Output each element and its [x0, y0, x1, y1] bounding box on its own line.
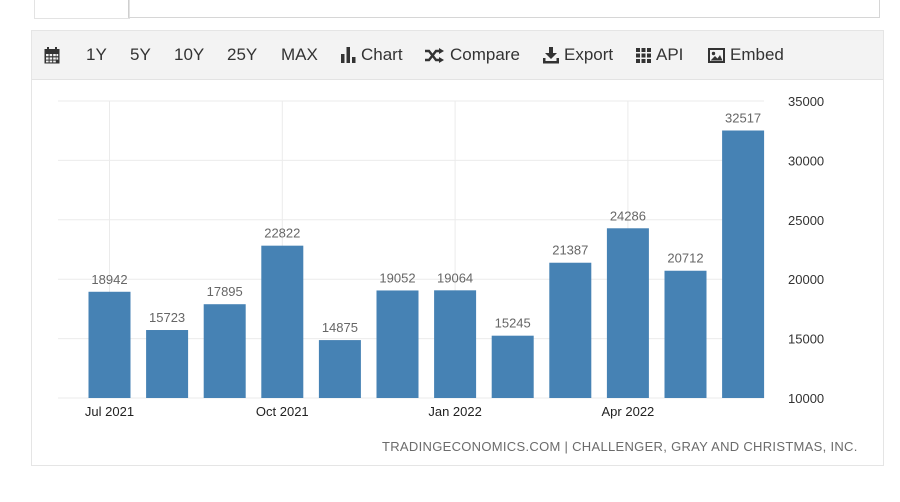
top-strip: [0, 0, 900, 20]
chart-toolbar: 1Y 5Y 10Y 25Y MAX Chart: [32, 31, 883, 80]
grid-icon: [636, 47, 651, 63]
data-label: 15245: [495, 316, 531, 331]
range-max-label: MAX: [281, 45, 318, 64]
data-label: 22822: [264, 226, 300, 241]
data-label: 17895: [207, 284, 243, 299]
range-5y-label: 5Y: [130, 45, 151, 64]
x-tick-label: Jul 2021: [85, 404, 134, 419]
image-icon: [708, 47, 725, 63]
embed-button[interactable]: Embed: [708, 31, 784, 79]
compare-button[interactable]: Compare: [425, 31, 520, 79]
x-tick-label: Apr 2022: [602, 404, 655, 419]
bar: [606, 228, 649, 398]
api-label: API: [656, 45, 684, 64]
search-field-stub[interactable]: [128, 0, 880, 18]
chart-type-label: Chart: [361, 45, 403, 64]
bar: [146, 330, 189, 398]
data-label: 24286: [610, 208, 646, 223]
data-label: 21387: [552, 243, 588, 258]
data-label: 20712: [667, 251, 703, 266]
data-label: 19064: [437, 270, 473, 285]
y-tick-label: 30000: [788, 153, 824, 168]
bar: [88, 291, 131, 398]
bar: [318, 340, 361, 398]
data-label: 14875: [322, 320, 358, 335]
range-1y-button[interactable]: 1Y: [86, 31, 107, 79]
y-tick-label: 35000: [788, 94, 824, 109]
range-10y-button[interactable]: 10Y: [174, 31, 204, 79]
api-button[interactable]: API: [636, 31, 683, 79]
x-tick-label: Jan 2022: [428, 404, 482, 419]
tab-stub[interactable]: [34, 0, 130, 19]
chart-panel: 1Y 5Y 10Y 25Y MAX Chart: [31, 30, 884, 466]
bar: [664, 270, 707, 398]
y-tick-label: 20000: [788, 272, 824, 287]
range-1y-label: 1Y: [86, 45, 107, 64]
calendar-icon: [44, 46, 60, 64]
data-label: 19052: [379, 270, 415, 285]
bar: [376, 290, 419, 398]
bar: [491, 335, 534, 398]
data-label: 32517: [725, 110, 761, 125]
data-label: 15723: [149, 310, 185, 325]
bar: [261, 245, 304, 398]
range-25y-button[interactable]: 25Y: [227, 31, 257, 79]
x-tick-label: Oct 2021: [256, 404, 309, 419]
bar-chart-icon: [341, 47, 356, 63]
export-label: Export: [564, 45, 614, 64]
bar: [203, 304, 246, 398]
range-5y-button[interactable]: 5Y: [130, 31, 151, 79]
download-icon: [543, 46, 559, 64]
shuffle-icon: [425, 47, 445, 63]
chart-type-button[interactable]: Chart: [341, 31, 403, 79]
range-25y-label: 25Y: [227, 45, 258, 64]
data-label: 18942: [91, 272, 127, 287]
y-tick-label: 25000: [788, 213, 824, 228]
calendar-button[interactable]: [44, 31, 60, 79]
source-credit: TRADINGECONOMICS.COM | CHALLENGER, GRAY …: [382, 439, 858, 454]
embed-label: Embed: [730, 45, 784, 64]
range-max-button[interactable]: MAX: [281, 31, 318, 79]
range-10y-label: 10Y: [174, 45, 205, 64]
export-button[interactable]: Export: [543, 31, 613, 79]
bar: [722, 130, 765, 398]
bar-chart: 18942 15723 17895 22822 14875 19052 19064 15245…: [58, 94, 824, 419]
y-tick-label: 15000: [788, 332, 824, 347]
bar: [434, 290, 477, 398]
compare-label: Compare: [450, 45, 520, 64]
y-tick-label: 10000: [788, 391, 824, 406]
bar: [549, 262, 592, 398]
